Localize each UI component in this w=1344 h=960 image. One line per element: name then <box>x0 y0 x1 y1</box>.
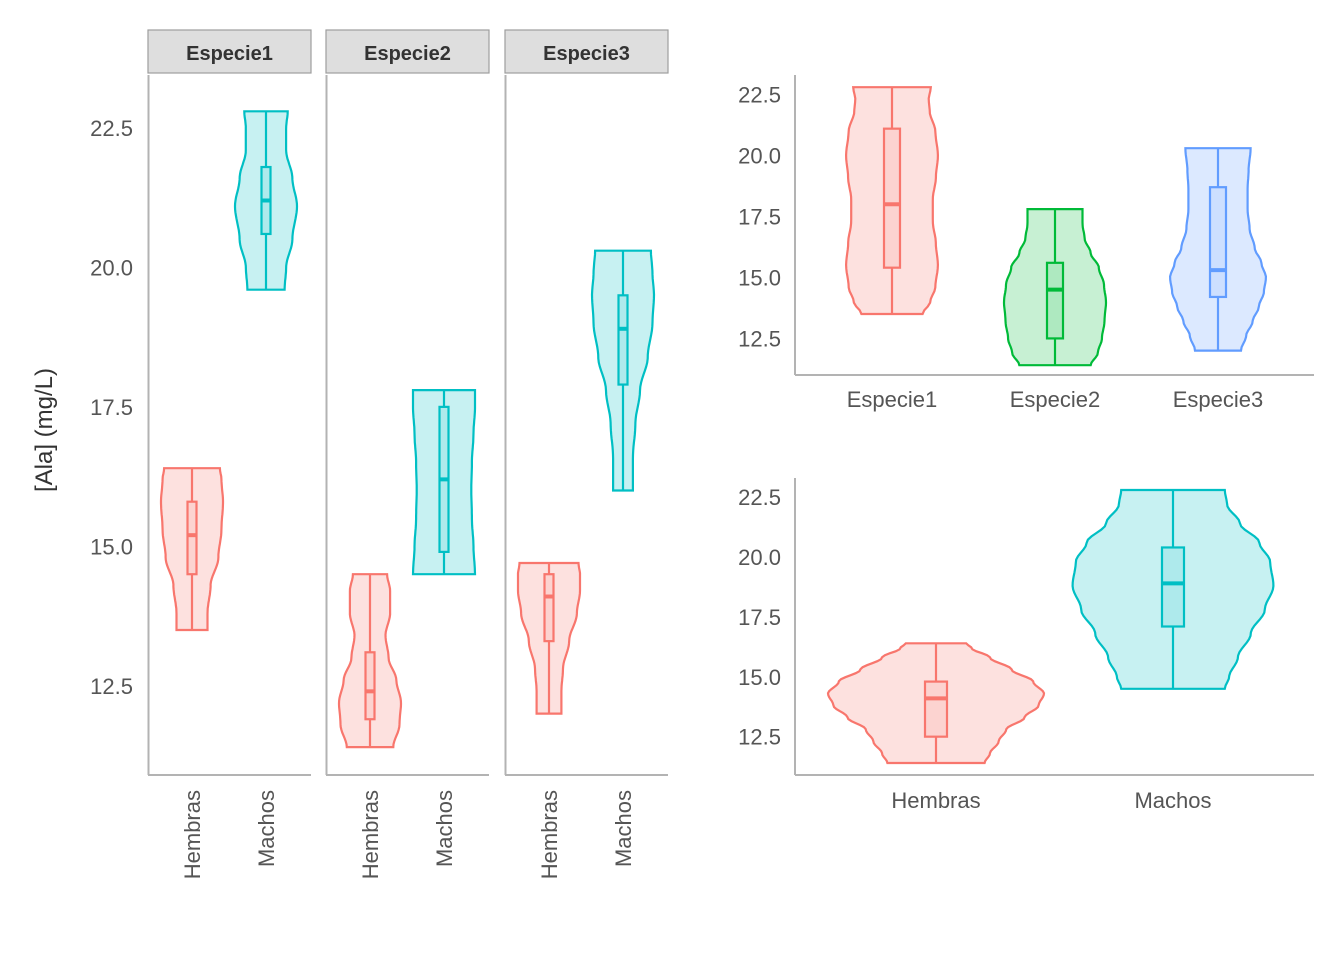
panel-c-Hembras-violin <box>826 642 1046 765</box>
panel-c-x-ticks: Hembras Machos <box>891 788 1211 813</box>
facet-Especie3: Especie3 Hembras Machos <box>504 29 669 879</box>
panel-b-Especie3-violin <box>1168 147 1268 352</box>
panel-b-x-tick-label: Especie3 <box>1173 387 1264 412</box>
panel-b-y-tick-label: 17.5 <box>738 204 781 229</box>
panel-b-Especie2-box <box>1045 261 1065 340</box>
panel-b-y-tick-label: 22.5 <box>738 83 781 108</box>
panel-a-y-tick-label: 17.5 <box>90 395 133 420</box>
panel-a-y-tick-label: 20.0 <box>90 255 133 280</box>
panel-a-facets: Especie1 Hembras Machos Especie2 Hembras Mach… <box>147 29 669 879</box>
panel-b-Especie1-box <box>882 127 902 269</box>
panel-b-x-tick-label: Especie2 <box>1010 387 1101 412</box>
panel-c-y-tick-label: 15.0 <box>738 665 781 690</box>
panel-a-faceted-violin: [Ala] (mg/L) 12.5 15.0 17.5 20.0 22.5 Especi… <box>31 29 669 879</box>
panel-c-y-tick-label: 20.0 <box>738 545 781 570</box>
panel-a-x-tick-label: Machos <box>254 790 279 867</box>
facet-strip-label: Especie3 <box>543 43 630 65</box>
panel-c-y-tick-label: 12.5 <box>738 725 781 750</box>
panel-a-x-tick-label: Machos <box>432 790 457 867</box>
facet-strip-Especie1 <box>147 29 312 74</box>
panel-b-Especie2-violin <box>1002 208 1108 367</box>
panel-c-Machos-box <box>1160 546 1186 628</box>
panel-c-x-tick-label: Machos <box>1134 788 1211 813</box>
panel-c-y-tick-label: 22.5 <box>738 485 781 510</box>
facet-Especie1: Especie1 Hembras Machos <box>147 29 312 879</box>
facet-Especie1-Hembras-box <box>186 500 198 576</box>
facet-Especie2-Machos-violin <box>411 389 477 576</box>
panel-a-y-axis-label: [Ala] (mg/L) <box>31 368 58 492</box>
panel-b-Especie3-box <box>1208 186 1228 299</box>
facet-strip-label: Especie2 <box>364 43 451 65</box>
facet-strip-Especie2 <box>325 29 490 74</box>
panel-a-y-tick-label: 15.0 <box>90 534 133 559</box>
panel-b-y-tick-label: 15.0 <box>738 265 781 290</box>
panel-c-x-tick-label: Hembras <box>891 788 980 813</box>
facet-strip-label: Especie1 <box>186 43 273 65</box>
panel-b-species-violin: 12.515.017.520.022.5 Especie1 Especie2 Esp… <box>738 75 1314 412</box>
panel-c-sex-violin: 12.5 15.0 17.5 20.0 22.5 Hembras Machos <box>738 478 1314 813</box>
panel-b-x-ticks: Especie1 Especie2 Especie3 <box>847 387 1264 412</box>
facet-Especie3-Hembras-box <box>543 573 555 643</box>
facet-strip-Especie3 <box>504 29 669 74</box>
panel-a-x-tick-label: Hembras <box>358 790 383 879</box>
panel-b-y-tick-label: 20.0 <box>738 143 781 168</box>
facet-Especie3-Hembras-violin <box>516 561 582 715</box>
panel-c-plot-area <box>794 478 1314 776</box>
panel-c-Machos-violin <box>1071 488 1275 690</box>
panel-a-y-tick-label: 22.5 <box>90 116 133 141</box>
panel-c-y-tick-label: 17.5 <box>738 605 781 630</box>
panel-a-x-tick-label: Machos <box>611 790 636 867</box>
panel-b-y-ticks: 12.5 15.0 17.5 20.0 22.5 <box>738 83 781 352</box>
facet-Especie3-Machos-box <box>617 294 629 386</box>
panel-b-x-tick-label: Especie1 <box>847 387 938 412</box>
panel-a-x-tick-label: Hembras <box>180 790 205 879</box>
panel-c-Hembras-box <box>923 680 949 738</box>
panel-a-y-tick-label: 12.5 <box>90 674 133 699</box>
facet-Especie3-Machos-violin <box>590 249 656 492</box>
facet-Especie2-Hembras-box <box>364 651 376 721</box>
facet-Especie2: Especie2 Hembras Machos <box>325 29 490 879</box>
facet-Especie2-Hembras-violin <box>337 573 403 749</box>
panel-b-plot-area <box>794 75 1314 376</box>
panel-a-y-ticks: 12.5 15.0 17.5 20.0 22.5 <box>90 116 133 699</box>
panel-c-y-ticks: 12.5 15.0 17.5 20.0 22.5 <box>738 485 781 750</box>
panel-b-Especie1-violin <box>844 86 940 316</box>
panel-b-y-tick-label: 12.5 <box>738 326 781 351</box>
facet-Especie1-Hembras-violin <box>159 467 225 632</box>
panel-a-x-tick-label: Hembras <box>537 790 562 879</box>
